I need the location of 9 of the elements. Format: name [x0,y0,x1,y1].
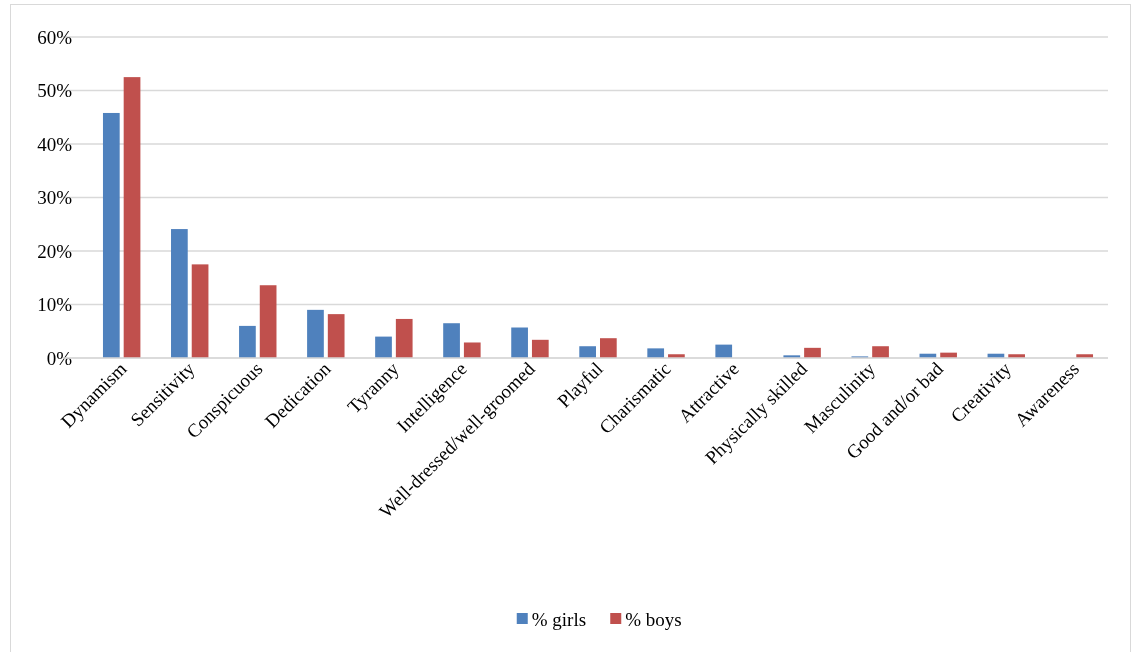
legend-label: % boys [625,608,682,630]
y-tick-label: 60% [37,26,73,48]
y-tick-label: 40% [37,133,73,155]
y-tick-label: 30% [37,187,73,209]
y-tick-label: 0% [46,347,73,369]
y-tick-label: 20% [37,240,73,262]
y-tick-label: 10% [37,294,73,316]
y-tick-label: 50% [37,80,73,102]
legend-label: % girls [531,608,587,630]
